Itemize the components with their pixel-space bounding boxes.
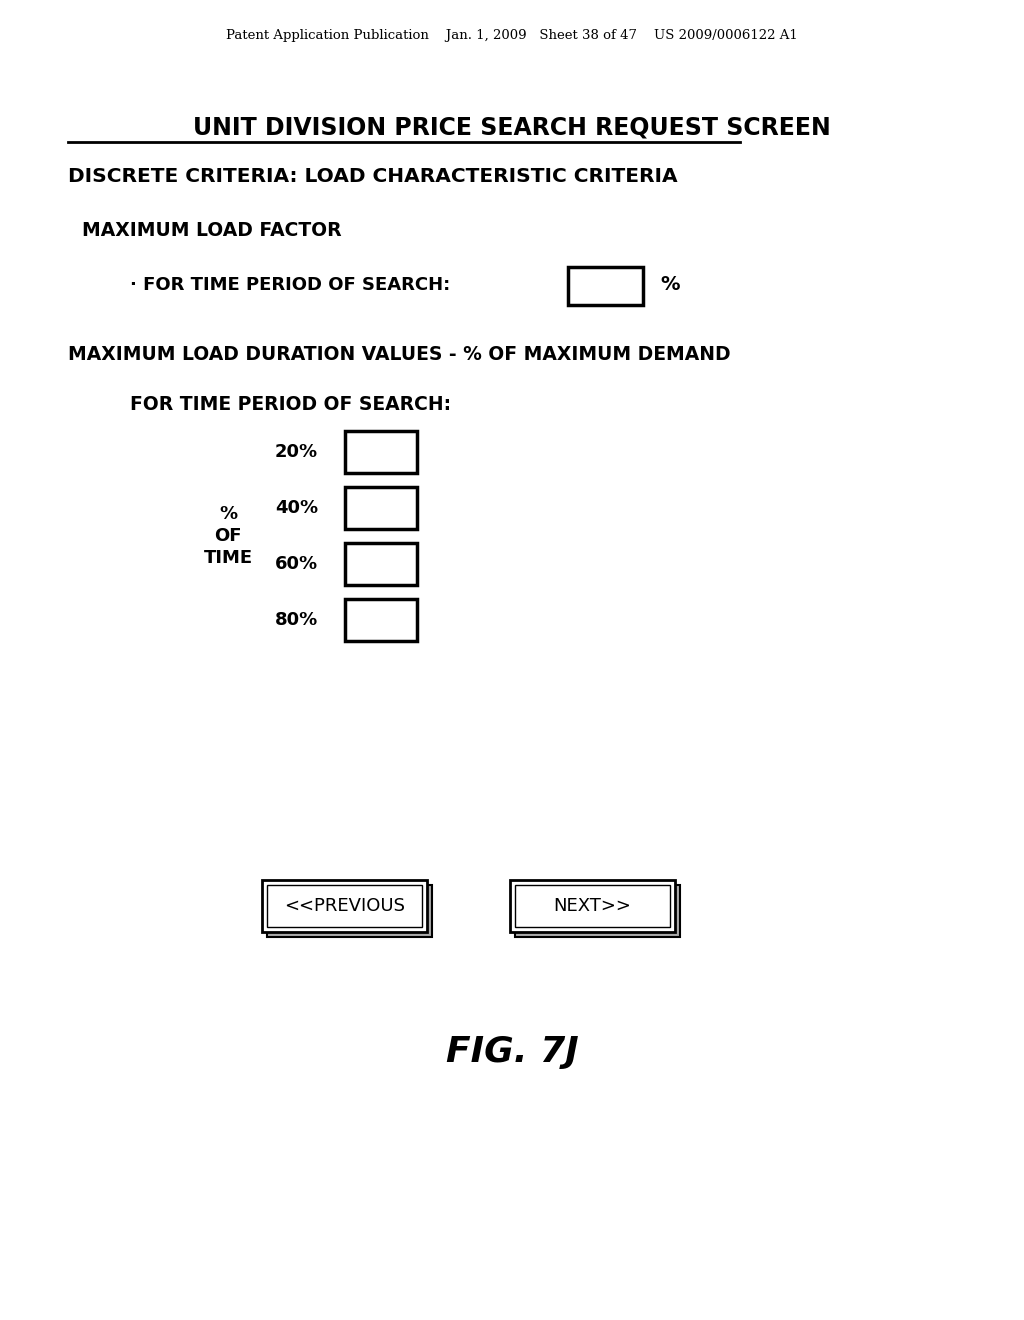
- Bar: [345, 432, 417, 473]
- Bar: [267, 884, 422, 927]
- Text: 40%: 40%: [274, 499, 318, 517]
- Bar: [345, 487, 417, 529]
- Bar: [262, 880, 427, 932]
- Text: UNIT DIVISION PRICE SEARCH REQUEST SCREEN: UNIT DIVISION PRICE SEARCH REQUEST SCREE…: [194, 115, 830, 139]
- Text: 80%: 80%: [274, 611, 318, 630]
- Text: OF: OF: [214, 527, 242, 545]
- Text: MAXIMUM LOAD FACTOR: MAXIMUM LOAD FACTOR: [82, 220, 342, 239]
- Text: %: %: [660, 276, 680, 294]
- Text: <<PREVIOUS: <<PREVIOUS: [284, 898, 406, 915]
- Text: %: %: [219, 506, 238, 523]
- Text: MAXIMUM LOAD DURATION VALUES - % OF MAXIMUM DEMAND: MAXIMUM LOAD DURATION VALUES - % OF MAXI…: [68, 345, 731, 363]
- Bar: [510, 880, 675, 932]
- Bar: [515, 884, 680, 937]
- Text: Patent Application Publication    Jan. 1, 2009   Sheet 38 of 47    US 2009/00061: Patent Application Publication Jan. 1, 2…: [226, 29, 798, 41]
- Bar: [267, 884, 432, 937]
- Text: · FOR TIME PERIOD OF SEARCH:: · FOR TIME PERIOD OF SEARCH:: [130, 276, 451, 294]
- Text: NEXT>>: NEXT>>: [554, 898, 632, 915]
- Bar: [568, 267, 643, 305]
- Text: 60%: 60%: [274, 554, 318, 573]
- Text: FIG. 7J: FIG. 7J: [445, 1035, 579, 1069]
- Bar: [345, 543, 417, 585]
- Text: DISCRETE CRITERIA: LOAD CHARACTERISTIC CRITERIA: DISCRETE CRITERIA: LOAD CHARACTERISTIC C…: [68, 168, 678, 186]
- Text: 20%: 20%: [274, 444, 318, 461]
- Bar: [515, 884, 670, 927]
- Text: TIME: TIME: [204, 549, 253, 568]
- Bar: [345, 599, 417, 642]
- Text: FOR TIME PERIOD OF SEARCH:: FOR TIME PERIOD OF SEARCH:: [130, 395, 452, 413]
